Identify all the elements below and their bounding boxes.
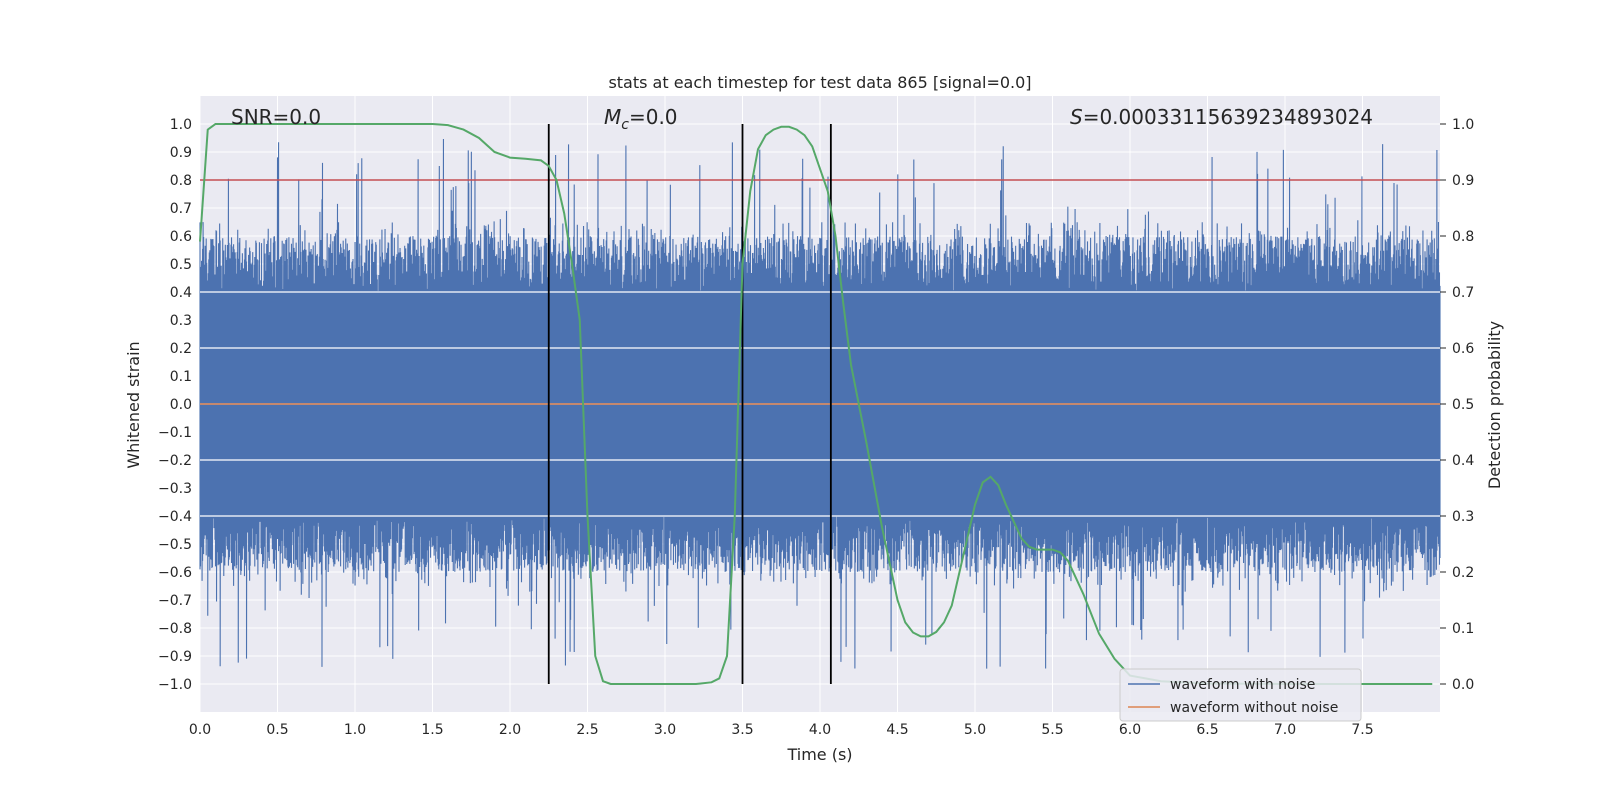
y-left-tick-label: −0.4 (158, 509, 192, 525)
x-tick-label: 7.5 (1351, 722, 1373, 738)
y-right-tick-label: 0.0 (1452, 677, 1474, 693)
y-right-tick-label: 1.0 (1452, 117, 1474, 133)
snr-annotation: SNR=0.0 (231, 105, 321, 129)
x-tick-label: 6.5 (1196, 722, 1218, 738)
waveform-with-noise-line (199, 139, 1441, 669)
s-value: =0.00033115639234893024 (1083, 105, 1373, 129)
x-axis-ticks: 0.0 0.5 1.0 1.5 2.0 2.5 3.0 3.5 4.0 4.5 5.0 5.5 6.0 6… (189, 722, 1374, 738)
y-left-tick-label: −0.7 (158, 593, 192, 609)
x-axis-label: Time (s) (786, 745, 852, 764)
s-symbol: S (1070, 105, 1083, 129)
legend: waveform with noise waveform without noi… (1119, 668, 1362, 722)
y-left-tick-label: −0.2 (158, 453, 192, 469)
y-left-tick-label: 0.3 (170, 313, 192, 329)
y-left-tick-label: 0.7 (170, 201, 192, 217)
y-right-tick-label: 0.9 (1452, 173, 1474, 189)
y-right-tick-label: 0.2 (1452, 565, 1474, 581)
chirp-mass-annotation: Mc=0.0 (604, 105, 678, 133)
legend-box (1119, 668, 1362, 722)
y-left-tick-label: 0.0 (170, 397, 192, 413)
detection-probability-line (199, 123, 1433, 685)
y-right-tick-label: 0.5 (1452, 397, 1474, 413)
y-left-tick-label: 0.2 (170, 341, 192, 357)
x-tick-label: 3.5 (731, 722, 753, 738)
x-tick-label: 2.5 (576, 722, 598, 738)
y-left-tick-label: −0.3 (158, 481, 192, 497)
x-tick-label: 4.0 (809, 722, 831, 738)
y-left-tick-label: −0.6 (158, 565, 192, 581)
y-left-tick-label: −0.1 (158, 425, 192, 441)
y-left-tick-label: 0.5 (170, 257, 192, 273)
x-tick-label: 2.0 (499, 722, 521, 738)
y-left-tick-label: 0.4 (170, 285, 192, 301)
x-tick-label: 0.0 (189, 722, 211, 738)
y-left-tick-label: −1.0 (158, 677, 192, 693)
x-tick-label: 0.5 (266, 722, 288, 738)
y-left-tick-label: −0.5 (158, 537, 192, 553)
y-right-tick-label: 0.1 (1452, 621, 1474, 637)
overlays (199, 123, 1440, 685)
mc-symbol: M (604, 105, 621, 129)
y-left-tick-label: 1.0 (170, 117, 192, 133)
x-tick-label: 1.5 (421, 722, 443, 738)
x-tick-label: 1.0 (344, 722, 366, 738)
legend-label-waveform-with-noise: waveform with noise (1170, 677, 1315, 693)
y-right-tick-label: 0.3 (1452, 509, 1474, 525)
y-right-tick-label: 0.8 (1452, 229, 1474, 245)
chart-title: stats at each timestep for test data 865… (608, 73, 1031, 92)
right-y-axis-ticks: 1.0 0.9 0.8 0.7 0.6 0.5 0.4 0.3 0.2 0.1 0.0 (1440, 117, 1474, 693)
x-tick-label: 5.5 (1041, 722, 1063, 738)
y-left-tick-label: −0.8 (158, 621, 192, 637)
s-annotation: S=0.00033115639234893024 (1070, 105, 1373, 129)
y-left-tick-label: 0.1 (170, 369, 192, 385)
x-tick-label: 3.0 (654, 722, 676, 738)
legend-label-waveform-without-noise: waveform without noise (1170, 700, 1338, 716)
y-right-tick-label: 0.6 (1452, 341, 1474, 357)
y-left-tick-label: 0.6 (170, 229, 192, 245)
y-right-tick-label: 0.4 (1452, 453, 1474, 469)
left-y-axis-label: Whitened strain (124, 341, 143, 468)
left-y-axis-ticks: 1.0 0.9 0.8 0.7 0.6 0.5 0.4 0.3 0.2 0.1 0.0 −0.1 −0.… (158, 117, 192, 693)
right-y-axis-label: Detection probability (1485, 321, 1504, 489)
y-right-tick-label: 0.7 (1452, 285, 1474, 301)
y-left-tick-label: −0.9 (158, 649, 192, 665)
mc-value: =0.0 (629, 105, 678, 129)
y-left-tick-label: 0.8 (170, 173, 192, 189)
x-tick-label: 6.0 (1119, 722, 1141, 738)
x-tick-label: 7.0 (1274, 722, 1296, 738)
x-tick-label: 4.5 (886, 722, 908, 738)
y-left-tick-label: 0.9 (170, 145, 192, 161)
x-tick-label: 5.0 (964, 722, 986, 738)
mc-subscript: c (621, 117, 629, 133)
